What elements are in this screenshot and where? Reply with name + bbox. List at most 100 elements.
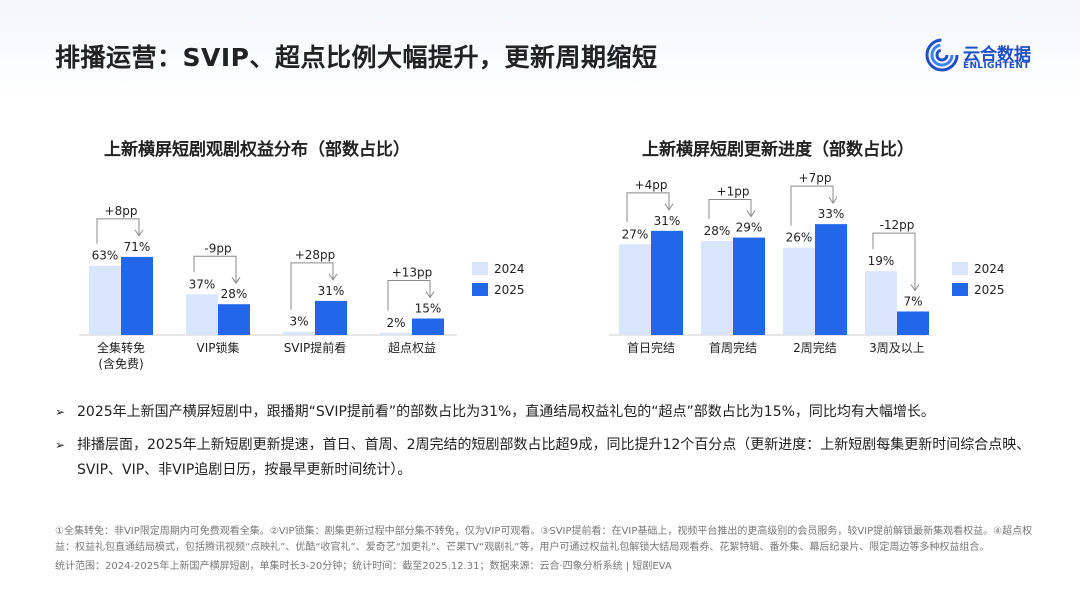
- bar-2024: [865, 271, 897, 335]
- arrow-down-icon: [134, 229, 144, 237]
- data-label-2025: 31%: [318, 284, 345, 298]
- bullet-item: ➢ 排播层面，2025年上新短剧更新提速，首日、首周、2周完结的短剧部数占比超9…: [55, 433, 1045, 483]
- change-bracket: [872, 232, 916, 290]
- change-bracket: [290, 262, 334, 310]
- bar-2025: [218, 304, 250, 335]
- arrow-down-icon: [231, 276, 241, 285]
- arrow-down-icon: [746, 210, 756, 218]
- category-label: 超点权益: [388, 340, 436, 355]
- change-label: +13pp: [392, 266, 433, 280]
- category-label: VIP锁集: [197, 340, 240, 355]
- bar-2025: [315, 300, 347, 335]
- arrow-down-icon: [425, 291, 435, 299]
- data-label-2025: 71%: [124, 240, 151, 254]
- data-label-2024: 19%: [868, 254, 895, 268]
- change-label: +28pp: [295, 248, 336, 262]
- change-label-bg: [93, 202, 149, 218]
- bar-2025: [815, 224, 847, 335]
- bar-2025: [897, 311, 929, 335]
- spiral-logo-icon: [925, 38, 959, 72]
- change-label-bg: [190, 240, 246, 256]
- legend-swatch-2025: [472, 283, 488, 296]
- bar-2024: [783, 247, 815, 335]
- bullet-text: 排播层面，2025年上新短剧更新提速，首日、首周、2周完结的短剧部数占比超9成，…: [77, 437, 1031, 478]
- data-label-2025: 7%: [903, 294, 922, 308]
- data-label-2025: 29%: [736, 221, 763, 235]
- data-label-2024: 2%: [386, 316, 405, 330]
- data-label-2024: 27%: [622, 227, 649, 241]
- bar-2024: [186, 294, 218, 335]
- change-label: -12pp: [880, 218, 915, 232]
- change-label-bg: [869, 217, 925, 233]
- data-label-2024: 63%: [92, 249, 119, 263]
- arrow-down-icon: [828, 196, 838, 205]
- legend-label-2024: 2024: [494, 262, 525, 276]
- brand-logo: 云合数据 ENLIGHTENT: [925, 38, 1045, 78]
- change-label: +7pp: [799, 171, 832, 185]
- legend-label-2024: 2024: [974, 262, 1005, 276]
- category-label: 全集转免: [97, 340, 145, 355]
- data-label-2025: 31%: [654, 214, 681, 228]
- change-bracket: [708, 199, 752, 219]
- data-label-2025: 15%: [415, 302, 442, 316]
- scope-note: 统计范围：2024-2025年上新国产横屏短剧，单集时长3-20分钟；统计时间：…: [55, 561, 672, 572]
- legend-label-2025: 2025: [974, 283, 1005, 297]
- change-bracket: [790, 185, 834, 226]
- arrow-right-icon: ➢: [55, 438, 66, 452]
- arrow-down-icon: [328, 273, 338, 281]
- logo-text-cn: 云合数据: [963, 45, 1031, 65]
- legend-swatch-2024: [952, 262, 968, 275]
- arrow-down-icon: [910, 284, 920, 292]
- arrow-down-icon: [664, 203, 674, 211]
- change-label-bg: [287, 246, 343, 262]
- data-label-2025: 28%: [221, 287, 248, 301]
- category-label: 3周及以上: [869, 341, 925, 355]
- chart-title-progress: 上新横屏短剧更新进度（部数占比）: [642, 140, 914, 160]
- bullet-item: ➢ 2025年上新国产横屏短剧中，跟播期“SVIP提前看”的部数占比为31%，直…: [55, 400, 1045, 425]
- header-band: [0, 0, 1080, 100]
- legend-label-2025: 2025: [494, 283, 525, 297]
- category-label: SVIP提前看: [284, 340, 347, 355]
- legend-swatch-2025: [952, 283, 968, 296]
- change-label: +4pp: [635, 178, 668, 192]
- bar-2024: [89, 265, 121, 335]
- category-label: 首周完结: [709, 340, 757, 355]
- change-label-bg: [787, 170, 843, 186]
- change-label-bg: [623, 176, 679, 192]
- bar-2025: [733, 237, 765, 335]
- category-label: 首日完结: [627, 340, 675, 355]
- chart-title-rights: 上新横屏短剧观剧权益分布（部数占比）: [104, 140, 410, 160]
- bullet-list: ➢ 2025年上新国产横屏短剧中，跟播期“SVIP提前看”的部数占比为31%，直…: [55, 400, 1045, 491]
- bar-2024: [701, 240, 733, 335]
- bar-2024: [380, 332, 412, 335]
- arrow-right-icon: ➢: [55, 405, 66, 419]
- change-label: -9pp: [204, 241, 231, 255]
- category-label: (含免费): [98, 356, 143, 371]
- bar-2025: [412, 318, 444, 335]
- rights-distribution-chart: 63% 71% +8pp 全集转免(含免费) 37% 28% -9pp VIP锁集 3% 31% +…: [79, 202, 525, 371]
- data-label-2024: 28%: [704, 224, 731, 238]
- data-label-2025: 33%: [818, 207, 845, 221]
- data-label-2024: 3%: [289, 315, 308, 329]
- change-bracket: [626, 192, 670, 223]
- change-label-bg: [705, 183, 761, 199]
- category-label: 2周完结: [793, 340, 837, 355]
- change-bracket: [96, 218, 140, 244]
- logo-text-en: ENLIGHTENT: [963, 61, 1030, 71]
- bar-2024: [619, 244, 651, 335]
- bar-2025: [651, 230, 683, 335]
- change-bracket: [193, 255, 237, 283]
- bullet-text: 2025年上新国产横屏短剧中，跟播期“SVIP提前看”的部数占比为31%，直通结…: [77, 404, 935, 420]
- data-label-2024: 26%: [786, 231, 813, 245]
- data-label-2024: 37%: [189, 277, 216, 291]
- page-title: 排播运营：SVIP、超点比例大幅提升，更新周期缩短: [55, 43, 658, 72]
- change-label: +8pp: [105, 204, 138, 218]
- change-label: +1pp: [717, 185, 750, 199]
- change-bracket: [387, 280, 431, 311]
- definitions-note: ①全集转免：非VIP限定周期内可免费观看全集。②VIP锁集：剧集更新过程中部分集…: [55, 526, 1033, 553]
- footnotes: ①全集转免：非VIP限定周期内可免费观看全集。②VIP锁集：剧集更新过程中部分集…: [55, 524, 1045, 575]
- update-progress-chart: 27% 31% +4pp 首日完结 28% 29% +1pp 首周完结 26% 33% +7pp 2周…: [609, 170, 1005, 355]
- legend-swatch-2024: [472, 262, 488, 275]
- bar-2024: [283, 331, 315, 335]
- change-label-bg: [384, 264, 440, 280]
